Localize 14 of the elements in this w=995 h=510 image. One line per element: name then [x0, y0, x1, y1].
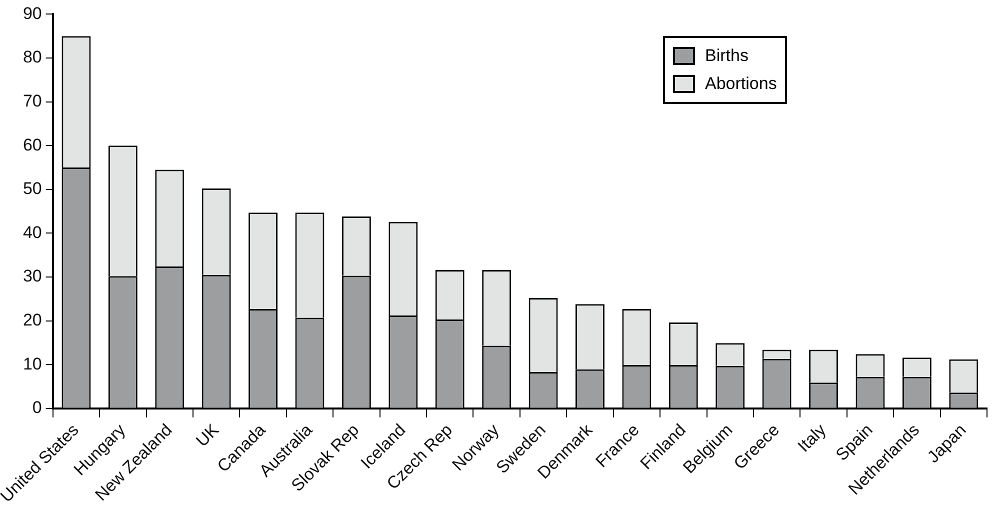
y-tick-label: 50	[22, 179, 42, 198]
y-tick-label: 80	[22, 48, 42, 67]
y-tick-label: 10	[22, 354, 42, 374]
legend-label: Births	[705, 46, 748, 66]
y-tick-label: 90	[22, 4, 42, 23]
y-tick-label: 70	[22, 91, 42, 110]
y-tick-label: 40	[22, 222, 42, 242]
y-tick-label: 0	[32, 398, 42, 418]
y-tick-label: 20	[22, 310, 42, 330]
legend-label: Abortions	[705, 74, 777, 94]
x-tick-label: UK	[192, 420, 223, 450]
x-tick-label: Italy	[794, 420, 830, 456]
y-tick-label: 60	[22, 135, 42, 154]
y-tick-label: 30	[22, 266, 42, 286]
